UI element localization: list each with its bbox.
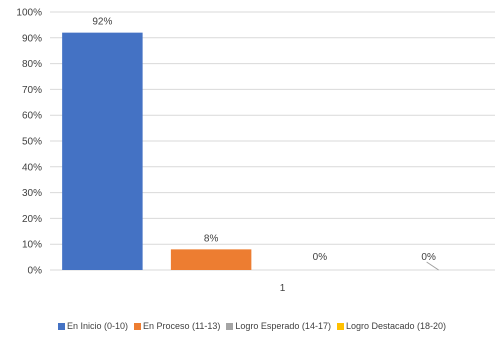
y-tick-label: 30% bbox=[22, 188, 42, 199]
y-tick-label: 50% bbox=[22, 137, 42, 148]
y-tick-label: 20% bbox=[22, 214, 42, 225]
y-tick-label: 60% bbox=[22, 111, 42, 122]
legend: En Inicio (0-10) En Proceso (11-13) Logr… bbox=[0, 318, 504, 334]
leader-line bbox=[426, 261, 439, 271]
y-axis-ticks: 0% 10% 20% 30% 40% 50% 60% 70% 80% 90% 100% bbox=[16, 8, 42, 277]
legend-item-logro-esperado: Logro Esperado (14-17) bbox=[226, 321, 331, 331]
data-label-en-inicio-0-10: 92% bbox=[92, 17, 112, 28]
legend-label-logro-esperado: Logro Esperado (14-17) bbox=[235, 321, 331, 331]
data-label-logro-esperado-14-17: 0% bbox=[313, 252, 328, 263]
data-labels: 92% 8% 0% 0% bbox=[92, 17, 439, 271]
legend-label-logro-destacado: Logro Destacado (18-20) bbox=[345, 321, 447, 331]
legend-item-en-proceso: En Proceso (11-13) bbox=[134, 321, 220, 331]
bar-en-inicio-0-10 bbox=[62, 32, 143, 270]
y-tick-label: 90% bbox=[22, 33, 42, 44]
legend-label-en-proceso: En Proceso (11-13) bbox=[143, 321, 221, 331]
legend-swatch-en-inicio bbox=[57, 322, 65, 330]
legend-swatch-logro-esperado bbox=[226, 322, 234, 330]
y-tick-label: 0% bbox=[28, 266, 43, 277]
y-tick-label: 10% bbox=[22, 240, 42, 251]
data-label-en-proceso-11-13: 8% bbox=[204, 233, 219, 244]
legend-item-logro-destacado: Logro Destacado (18-20) bbox=[336, 321, 447, 331]
legend-swatch-en-proceso bbox=[134, 322, 142, 330]
y-tick-label: 100% bbox=[16, 8, 42, 19]
y-tick-label: 80% bbox=[22, 59, 42, 70]
bar-en-proceso-11-13 bbox=[170, 249, 252, 270]
y-tick-label: 40% bbox=[22, 162, 42, 173]
data-label-logro-destacado-18-20: 0% bbox=[421, 252, 436, 263]
y-tick-label: 70% bbox=[22, 85, 42, 96]
legend-swatch-logro-destacado bbox=[336, 322, 344, 330]
bars bbox=[62, 32, 252, 270]
x-tick-label: 1 bbox=[280, 283, 286, 294]
legend-label-en-inicio: En Inicio (0-10) bbox=[66, 321, 129, 331]
legend-item-en-inicio: En Inicio (0-10) bbox=[57, 321, 129, 331]
